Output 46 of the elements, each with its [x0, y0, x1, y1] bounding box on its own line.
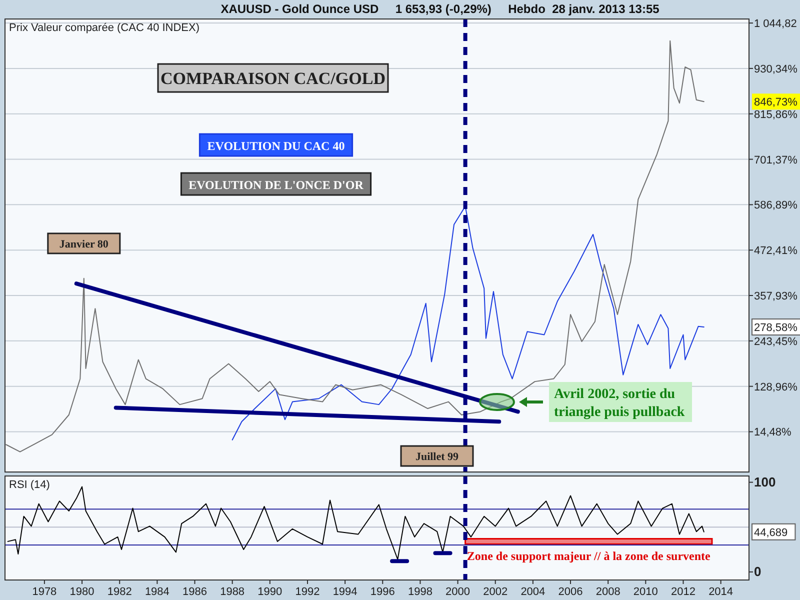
x-tick-label: 1980 [70, 586, 94, 598]
x-tick-label: 1988 [220, 586, 245, 598]
text: COMPARAISON CAC/GOLD [160, 69, 386, 88]
y-tick-label: 1 044,82 [754, 18, 797, 30]
x-tick-label: 1992 [295, 586, 320, 598]
x-tick-label: 2002 [483, 586, 508, 598]
text: 44,689 [754, 526, 788, 539]
text: EVOLUTION DE L'ONCE D'OR [188, 178, 364, 192]
chart-title: RSI (14) [9, 479, 50, 491]
x-tick-label: 1998 [408, 586, 432, 598]
x-tick-label: 1982 [107, 586, 132, 598]
x-tick-label: 2012 [671, 586, 696, 598]
y-tick-label: 930,34% [754, 63, 798, 76]
text: 278,58% [754, 322, 798, 334]
x-tick-label: 2004 [520, 586, 546, 598]
x-tick-label: 1990 [258, 586, 282, 598]
x-tick-label: 1996 [370, 586, 395, 598]
y-tick-label: 586,89% [754, 200, 798, 212]
annotation: Juillet 99 [415, 451, 460, 463]
x-tick-label: 2006 [558, 586, 583, 598]
x-tick-label: 2000 [446, 586, 470, 598]
x-tick-label: 2014 [708, 586, 734, 598]
line-series [232, 206, 704, 440]
x-tick-label: 1984 [144, 586, 170, 598]
y-tick-label: 0 [754, 564, 762, 579]
y-tick-label: 128,96% [754, 381, 798, 394]
annotation: Janvier 80 [59, 238, 109, 250]
y-tick-label: 701,37% [754, 154, 798, 166]
y-tick-label: 100 [754, 474, 776, 490]
chart-subtitle: Prix Valeur comparée (CAC 40 INDEX) [9, 22, 200, 34]
band-label: Zone de support majeur // à la zone de survente [466, 549, 712, 564]
y-tick-label: 472,41% [754, 245, 798, 258]
text: EVOLUTION DU CAC 40 [207, 139, 345, 153]
text: XAUUSD - Gold Ounce USD 1 653,93 (-0,29%) Hebdo 28 janv. 2013 13:55 [220, 2, 660, 16]
x-tick-label: 1978 [32, 586, 57, 598]
x-tick-label: 2010 [633, 586, 658, 598]
x-tick-label: 1994 [332, 586, 358, 598]
y-tick-label: 815,86% [754, 108, 798, 121]
annotation: Avril 2002, sortie du triangle puis pullback [554, 387, 685, 420]
text: 846,73% [754, 96, 798, 109]
y-tick-label: 243,45% [754, 336, 798, 348]
y-tick-label: 357,93% [754, 290, 798, 303]
x-tick-label: 2008 [596, 586, 620, 598]
y-tick-label: 14,48% [754, 426, 792, 439]
x-tick-label: 1986 [182, 586, 207, 598]
line-series [6, 40, 704, 452]
